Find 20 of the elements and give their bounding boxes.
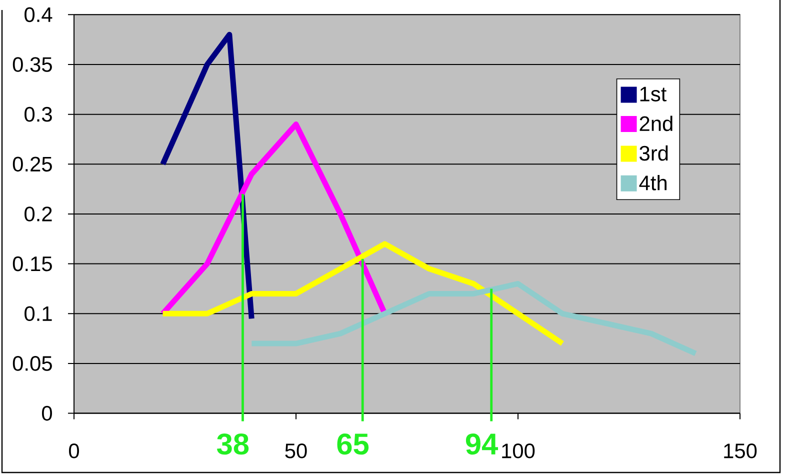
x-tick-label: 100 bbox=[502, 443, 535, 458]
legend-label: 4th bbox=[639, 175, 667, 190]
y-tick-label: 0.3 bbox=[24, 106, 52, 122]
annotation: 94 bbox=[466, 433, 498, 455]
annotation: 38 bbox=[216, 433, 249, 455]
x-tick-label: 150 bbox=[724, 443, 757, 458]
y-tick-label: 0.15 bbox=[12, 256, 52, 272]
legend-label: 3rd bbox=[640, 145, 668, 161]
legend-label: 1st bbox=[640, 86, 667, 102]
y-tick-label: 0 bbox=[42, 406, 52, 421]
y-tick-label: 0.35 bbox=[12, 57, 52, 72]
y-tick-label: 0.1 bbox=[24, 306, 52, 322]
y-tick-label: 0.2 bbox=[24, 206, 52, 222]
y-tick-label: 0.4 bbox=[24, 7, 52, 22]
annotation: 65 bbox=[337, 433, 369, 455]
x-tick-label: 50 bbox=[285, 443, 307, 458]
x-tick-label: 0 bbox=[69, 443, 80, 458]
legend-label: 2nd bbox=[640, 116, 672, 132]
y-tick-label: 0.05 bbox=[12, 356, 52, 371]
y-tick-label: 0.25 bbox=[12, 156, 52, 172]
